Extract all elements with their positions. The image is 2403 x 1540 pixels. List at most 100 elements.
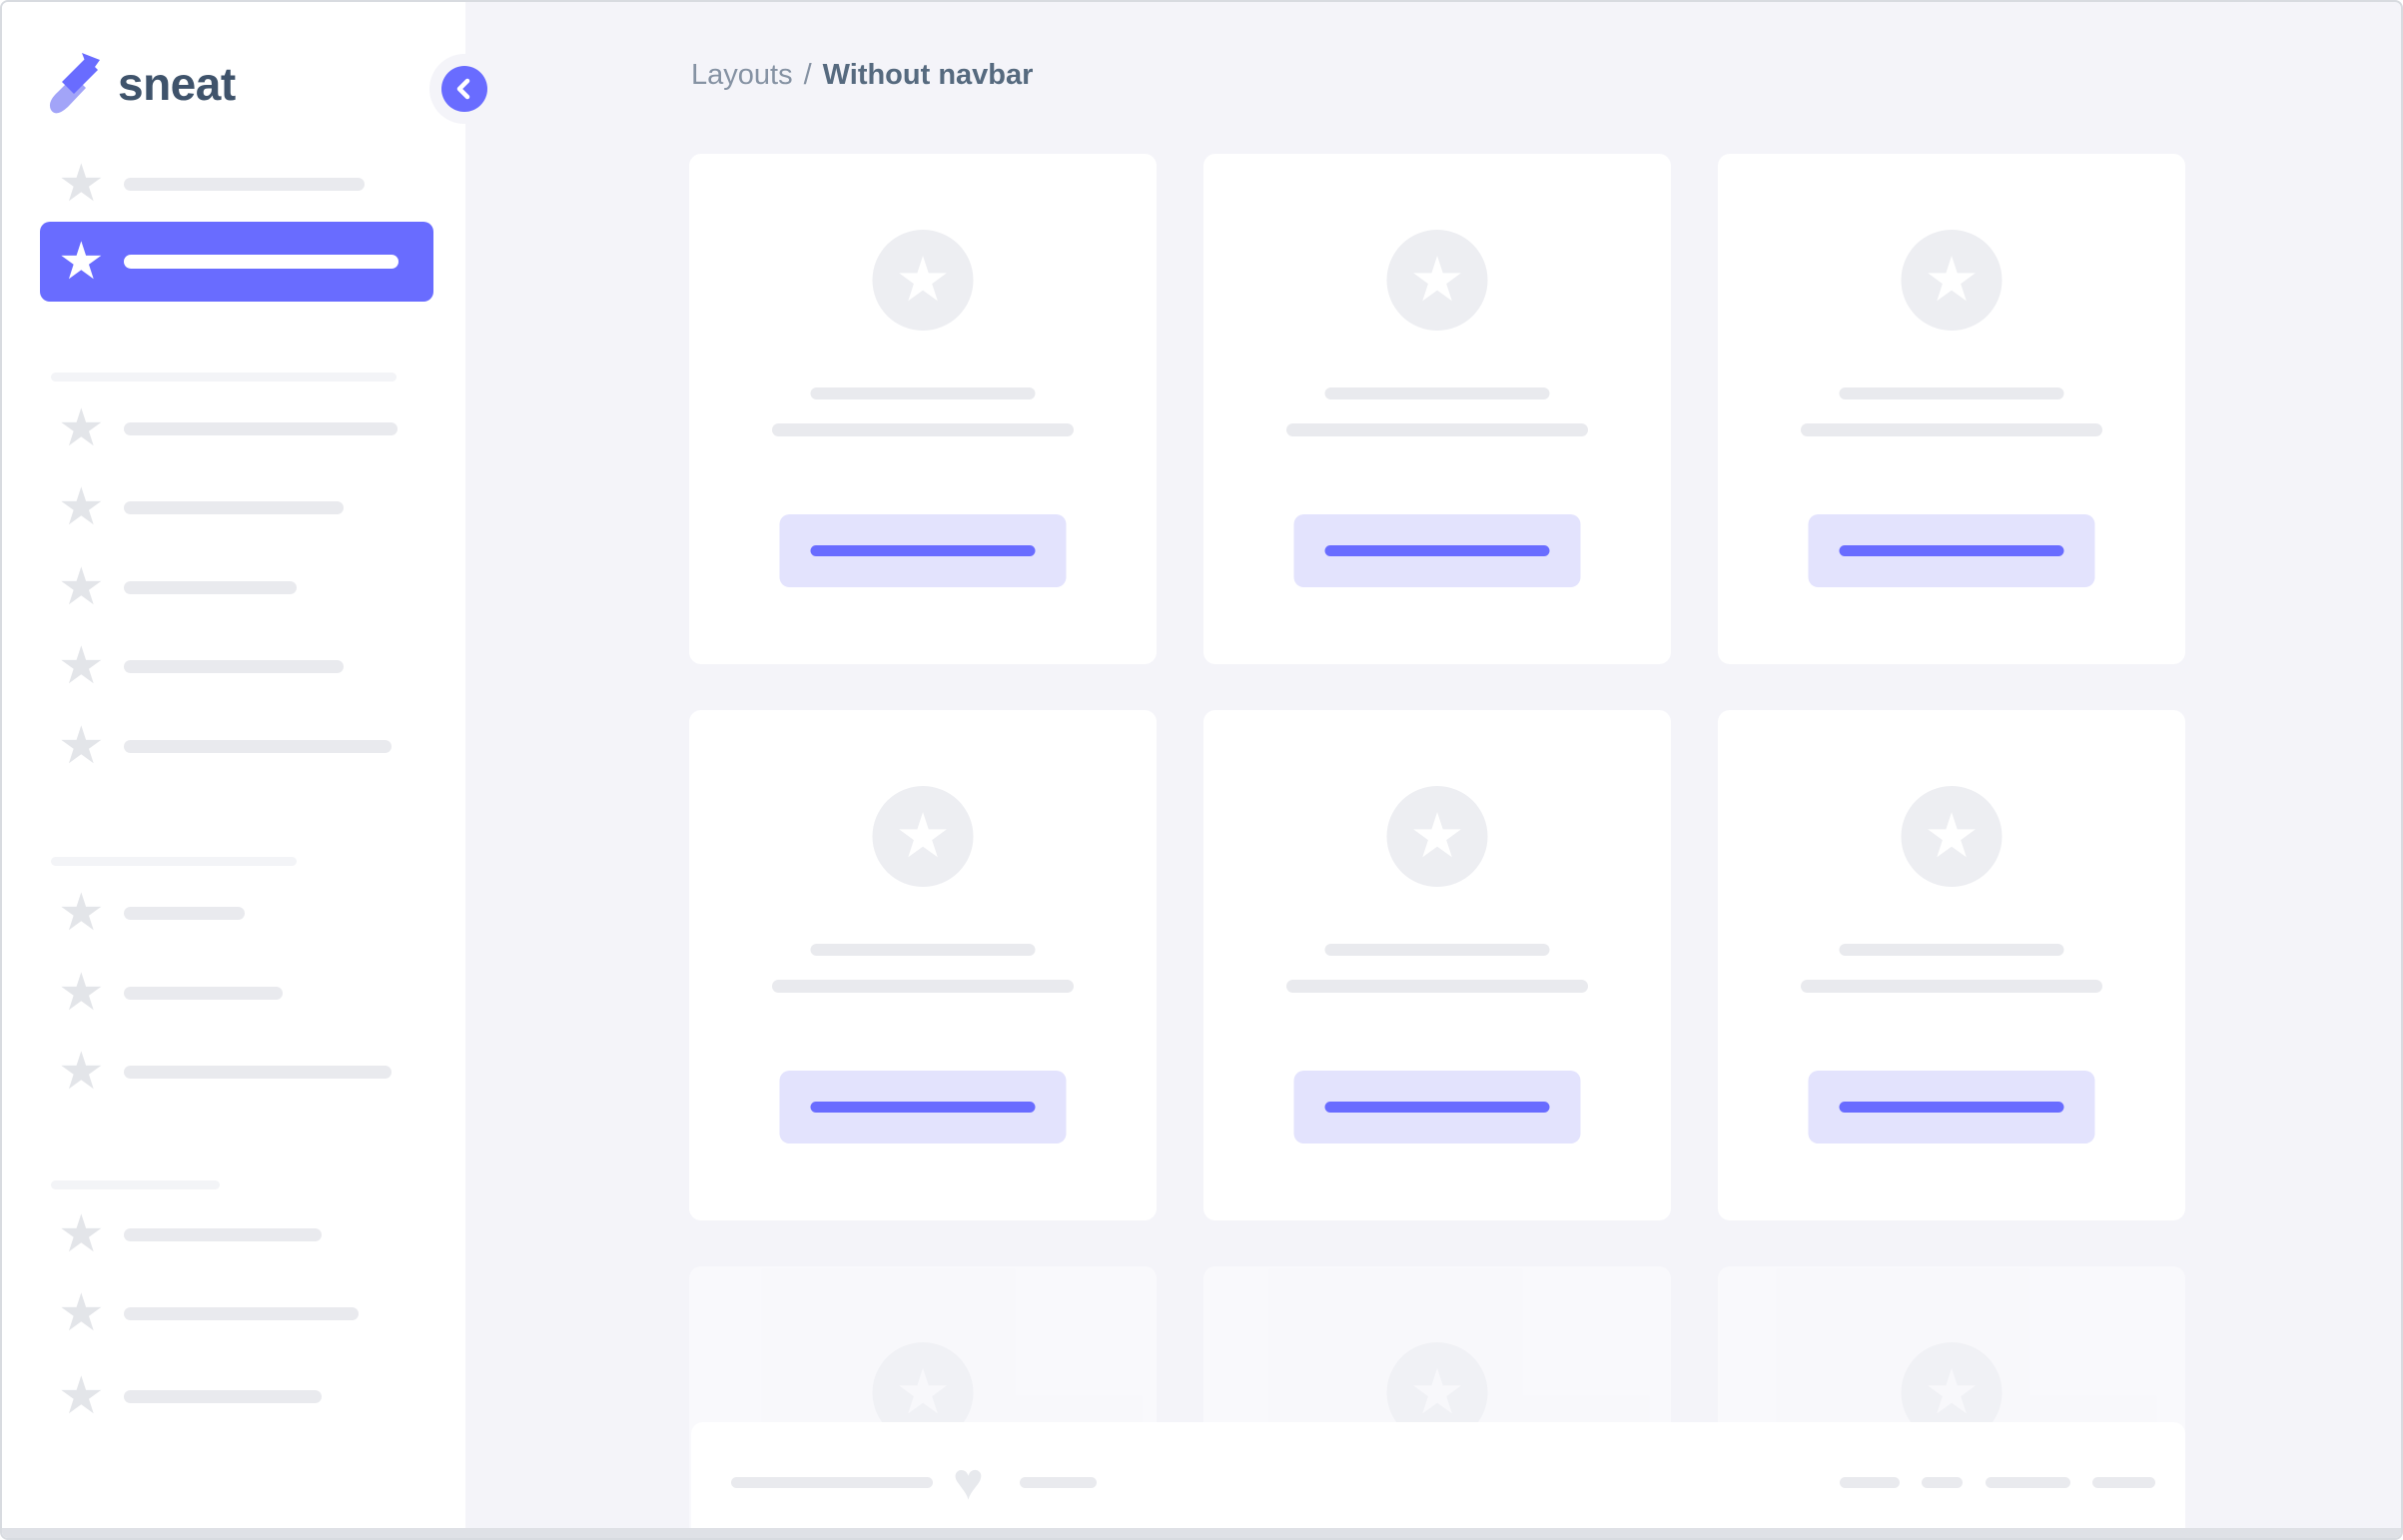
demo-card: ★ [1718,710,2185,1220]
menu-section-divider [51,856,297,866]
card-avatar-circle: ★ [1901,230,2002,331]
heart-icon: ♥ [953,1453,984,1511]
star-icon: ★ [58,1284,105,1342]
sidebar-menu-item[interactable]: ★ [40,953,433,1033]
menu-label-placeholder [124,659,344,673]
card-button-placeholder[interactable] [1293,514,1581,587]
card-title-placeholder [1324,944,1550,956]
demo-card: ★ [689,154,1157,664]
card-title-placeholder [1324,387,1550,399]
sidebar-menu-item[interactable]: ★ [40,1194,433,1274]
menu-label-placeholder [124,580,297,594]
breadcrumb-separator: / [803,59,812,91]
star-icon: ★ [58,478,105,536]
card-button-placeholder[interactable] [1293,1071,1581,1144]
star-icon: ★ [58,717,105,775]
card-avatar-circle: ★ [1386,230,1488,331]
card-text-placeholder [772,980,1074,993]
demo-card: ★ [1718,154,2185,664]
star-icon: ★ [895,1357,951,1427]
button-label-placeholder [1324,545,1550,556]
footer-text-placeholder [1922,1477,1963,1488]
star-icon: ★ [58,1205,105,1263]
menu-section-divider [51,372,397,382]
button-label-placeholder [1839,545,2064,556]
star-icon: ★ [895,801,951,871]
sidebar-menu-item[interactable]: ★ [40,626,433,706]
menu-label-placeholder [124,1306,359,1320]
sidebar-menu-item[interactable]: ★ [40,1273,433,1353]
card-button-placeholder[interactable] [1808,514,2095,587]
window-bottom-edge [2,1528,2401,1538]
star-icon: ★ [58,558,105,616]
brand[interactable]: sneat [48,46,236,122]
card-title-placeholder [1839,944,2064,956]
star-icon: ★ [58,1043,105,1101]
card-button-placeholder[interactable] [779,514,1067,587]
sidebar-collapse-button[interactable] [429,54,499,124]
card-avatar-circle: ★ [1901,786,2002,887]
card-title-placeholder [1839,387,2064,399]
card-button-placeholder[interactable] [779,1071,1067,1144]
menu-label-placeholder [124,739,392,753]
chevron-left-icon [441,66,487,112]
sidebar-menu-item[interactable]: ★ [40,1032,433,1112]
sidebar-menu-item[interactable]: ★ [40,873,433,953]
star-icon: ★ [1924,801,1980,871]
menu-label-placeholder [124,1065,392,1079]
card-text-placeholder [1286,980,1588,993]
footer-text-placeholder [731,1477,933,1488]
star-icon: ★ [58,637,105,695]
card-text-placeholder [1286,423,1588,436]
sidebar-menu-item[interactable]: ★ [40,144,433,224]
card-avatar-circle: ★ [872,230,974,331]
star-icon: ★ [58,399,105,457]
menu-label-placeholder [124,1227,322,1241]
sneat-logo-icon [49,53,100,114]
star-icon: ★ [1924,245,1980,315]
sidebar-menu-item-active[interactable]: ★ [40,222,433,302]
sidebar-menu-item[interactable]: ★ [40,388,433,468]
star-icon: ★ [58,1367,105,1425]
footer-text-placeholder [1020,1477,1097,1488]
card-avatar-circle: ★ [1386,1342,1488,1443]
card-text-placeholder [1801,423,2102,436]
card-text-placeholder [1801,980,2102,993]
footer-text-placeholder [1986,1477,2070,1488]
star-icon: ★ [58,884,105,942]
card-title-placeholder [810,387,1036,399]
menu-label-placeholder [124,421,398,435]
demo-card: ★ [689,710,1157,1220]
sidebar-menu-item[interactable]: ★ [40,467,433,547]
menu-label-placeholder [124,500,344,514]
star-icon: ★ [58,155,105,213]
card-button-placeholder[interactable] [1808,1071,2095,1144]
star-icon: ★ [895,245,951,315]
footer-bar: ♥ [691,1422,2185,1538]
menu-section-divider [51,1179,220,1189]
star-icon: ★ [58,964,105,1022]
sidebar: sneat ★ ★ ★ ★ ★ ★ ★ ★ ★ ★ ★ ★ ★ [2,2,499,1538]
button-label-placeholder [1324,1102,1550,1113]
menu-label-placeholder [124,906,245,920]
button-label-placeholder [810,545,1036,556]
breadcrumb-current: Without navbar [822,59,1034,91]
footer-text-placeholder [1840,1477,1900,1488]
card-title-placeholder [810,944,1036,956]
menu-label-placeholder [124,1389,322,1403]
star-icon: ★ [1409,801,1465,871]
sidebar-menu-item[interactable]: ★ [40,706,433,786]
card-grid: ★ ★ ★ ★ ★ ★ ★ ★ ★ [689,154,2185,1538]
star-icon: ★ [1409,1357,1465,1427]
card-text-placeholder [772,423,1074,436]
star-icon: ★ [1924,1357,1980,1427]
menu-label-placeholder [124,986,283,1000]
card-avatar-circle: ★ [872,786,974,887]
sidebar-menu-item[interactable]: ★ [40,1356,433,1436]
star-icon: ★ [58,233,105,291]
breadcrumb-parent[interactable]: Layouts [691,59,793,91]
sidebar-menu-item[interactable]: ★ [40,547,433,627]
breadcrumb: Layouts / Without navbar [691,59,1033,92]
demo-card: ★ [1203,710,1671,1220]
